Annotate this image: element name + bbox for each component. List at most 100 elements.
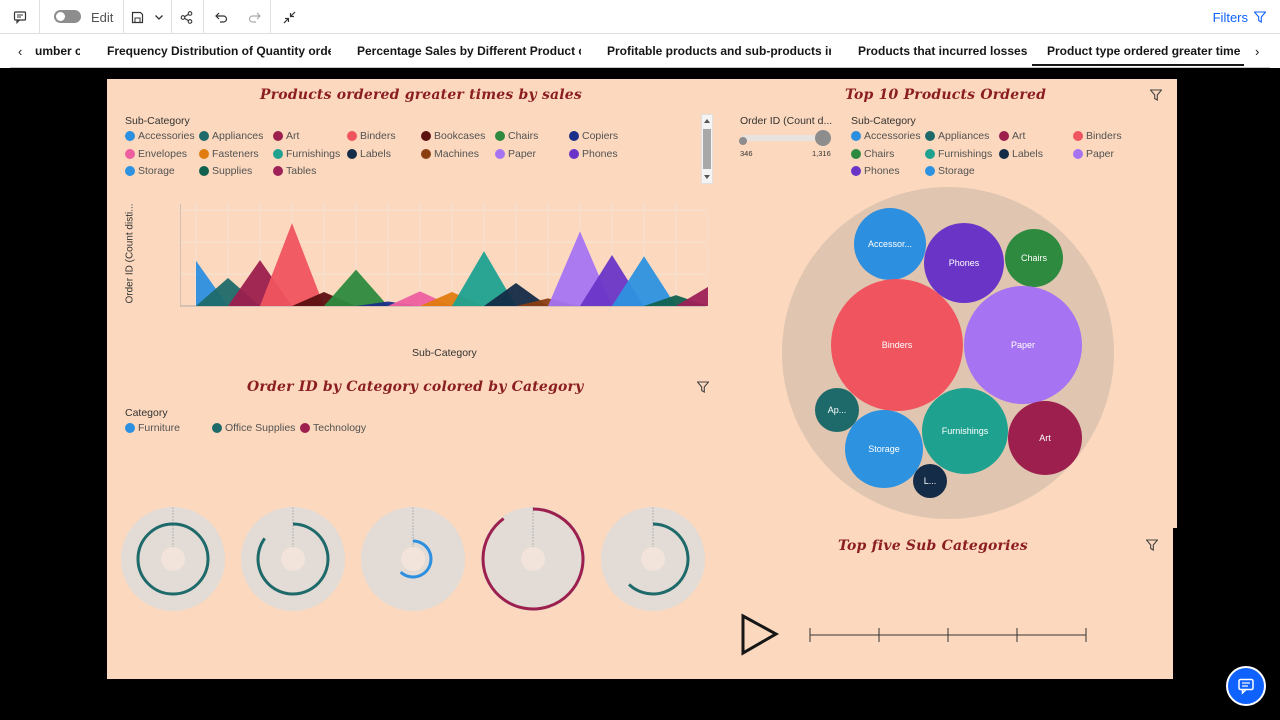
legend-item[interactable]: Office Supplies	[212, 422, 295, 434]
area-mark-binders[interactable]	[260, 223, 324, 306]
comment-icon[interactable]	[8, 0, 32, 34]
filters-button[interactable]: Filters	[1213, 0, 1266, 34]
legend-item[interactable]: Accessories	[851, 130, 921, 142]
legend-scrollbar-thumb[interactable]	[703, 129, 711, 169]
legend-label: Paper	[1086, 148, 1115, 160]
legend-item[interactable]: Phones	[851, 165, 900, 177]
legend-item[interactable]: Art	[273, 130, 299, 142]
legend-item[interactable]: Storage	[925, 165, 975, 177]
bubble-furnishings[interactable]	[922, 388, 1008, 474]
play-icon[interactable]	[740, 613, 780, 657]
legend-swatch	[421, 131, 431, 141]
legend-label: Binders	[360, 130, 396, 142]
bubble-binders[interactable]	[831, 279, 963, 411]
legend-item[interactable]: Phones	[569, 148, 618, 160]
legend-item[interactable]: Tables	[273, 165, 316, 177]
filter-icon[interactable]	[1150, 89, 1162, 101]
bubble-phones[interactable]	[924, 223, 1004, 303]
chevron-down-icon[interactable]	[150, 0, 168, 34]
legend-swatch	[273, 131, 283, 141]
legend-item[interactable]: Accessories	[125, 130, 195, 142]
share-icon[interactable]	[177, 0, 195, 34]
donut-arc[interactable]	[256, 522, 330, 596]
bubble-ap[interactable]	[815, 388, 859, 432]
undo-icon[interactable]	[211, 0, 231, 34]
area-legend-title: Sub-Category	[125, 115, 190, 127]
legend-label: Supplies	[212, 165, 253, 177]
legend-item[interactable]: Binders	[347, 130, 396, 142]
donut-chart-title: Order ID by Category colored by Category	[247, 379, 584, 395]
filter-icon[interactable]	[697, 381, 709, 393]
collapse-icon[interactable]	[279, 0, 299, 34]
chevron-right-icon[interactable]: ›	[1255, 44, 1260, 59]
donut-furnishings[interactable]	[358, 504, 468, 614]
donut-phones[interactable]	[478, 504, 588, 614]
tab-frequency-distribution[interactable]: Frequency Distribution of Quantity order…	[107, 44, 331, 58]
donut-hole	[641, 547, 665, 571]
filter-icon[interactable]	[1146, 539, 1158, 551]
legend-item[interactable]: Binders	[1073, 130, 1122, 142]
save-icon[interactable]	[128, 0, 146, 34]
area-mark-labels[interactable]	[484, 283, 548, 306]
donut-arc[interactable]	[136, 522, 210, 596]
bubble-storage[interactable]	[845, 410, 923, 488]
legend-item[interactable]: Labels	[347, 148, 391, 160]
legend-item[interactable]: Bookcases	[421, 130, 485, 142]
legend-swatch	[851, 166, 861, 176]
tab-number[interactable]: umber c	[35, 44, 80, 58]
area-mark-storage[interactable]	[612, 256, 676, 306]
legend-item[interactable]: Paper	[495, 148, 536, 160]
legend-item[interactable]: Appliances	[199, 130, 263, 142]
bubble-l[interactable]	[913, 464, 947, 498]
donut-arc[interactable]	[481, 507, 585, 611]
bubble-paper[interactable]	[964, 286, 1082, 404]
legend-item[interactable]: Furniture	[125, 422, 180, 434]
area-mark-furnishings[interactable]	[452, 251, 516, 306]
legend-item[interactable]: Art	[999, 130, 1025, 142]
legend-swatch	[125, 166, 135, 176]
legend-item[interactable]: Supplies	[199, 165, 252, 177]
redo-icon[interactable]	[244, 0, 264, 34]
legend-item[interactable]: Furnishings	[273, 148, 340, 160]
legend-item[interactable]: Copiers	[569, 130, 618, 142]
legend-scrollbar[interactable]	[701, 114, 713, 184]
legend-label: Bookcases	[434, 130, 486, 142]
bubble-label: Ap...	[828, 405, 847, 415]
legend-item[interactable]: Envelopes	[125, 148, 187, 160]
edit-toggle[interactable]	[54, 10, 81, 23]
tab-products-losses[interactable]: Products that incurred losses	[858, 44, 1028, 58]
legend-item[interactable]: Furnishings	[925, 148, 992, 160]
range-slider[interactable]	[741, 135, 827, 141]
legend-item[interactable]: Chairs	[851, 148, 894, 160]
donut-arc[interactable]	[628, 522, 690, 596]
bubble-art[interactable]	[1008, 401, 1082, 475]
legend-item[interactable]: Paper	[1073, 148, 1114, 160]
legend-item[interactable]: Chairs	[495, 130, 538, 142]
bubble-accessor[interactable]	[854, 208, 926, 280]
chat-button[interactable]	[1226, 666, 1266, 706]
legend-item[interactable]: Appliances	[925, 130, 989, 142]
tab-product-type-ordered[interactable]: Product type ordered greater times	[1047, 44, 1241, 58]
legend-item[interactable]: Technology	[300, 422, 366, 434]
bubble-chairs[interactable]	[1005, 229, 1063, 287]
donut-binders[interactable]	[118, 504, 228, 614]
legend-swatch	[851, 149, 861, 159]
legend-item[interactable]: Machines	[421, 148, 479, 160]
slider-handle-max[interactable]	[815, 130, 831, 146]
chevron-left-icon[interactable]: ‹	[18, 44, 23, 59]
legend-swatch	[421, 149, 431, 159]
legend-item[interactable]: Storage	[125, 165, 175, 177]
donut-paper[interactable]	[238, 504, 348, 614]
timeline-track[interactable]	[800, 625, 1100, 645]
tab-profitable-products[interactable]: Profitable products and sub-products in …	[607, 44, 831, 58]
area-mark-tables[interactable]	[676, 286, 708, 306]
tab-percentage-sales[interactable]: Percentage Sales by Different Product ca…	[357, 44, 581, 58]
legend-item[interactable]: Fasteners	[199, 148, 259, 160]
donut-arc[interactable]	[399, 539, 433, 579]
slider-handle-min[interactable]	[739, 137, 747, 145]
bubble-label: Paper	[1011, 340, 1035, 350]
donut-storage[interactable]	[598, 504, 708, 614]
area-mark-chairs[interactable]	[324, 269, 388, 306]
legend-item[interactable]: Labels	[999, 148, 1043, 160]
area-mark-accessories[interactable]	[196, 260, 228, 306]
